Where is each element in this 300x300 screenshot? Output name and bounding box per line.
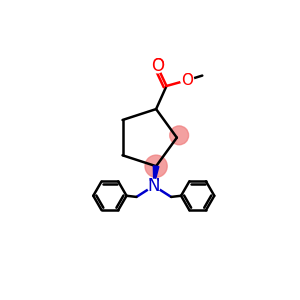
Circle shape xyxy=(151,60,164,73)
Text: O: O xyxy=(151,57,164,75)
Circle shape xyxy=(181,74,194,87)
Text: O: O xyxy=(151,57,164,75)
Text: O: O xyxy=(181,73,193,88)
Polygon shape xyxy=(153,166,159,186)
Circle shape xyxy=(145,155,167,177)
Text: N: N xyxy=(148,177,160,195)
Text: N: N xyxy=(148,177,160,195)
Circle shape xyxy=(148,180,160,192)
Text: O: O xyxy=(181,73,193,88)
Circle shape xyxy=(151,60,163,72)
Circle shape xyxy=(170,126,189,145)
Circle shape xyxy=(147,179,160,192)
Circle shape xyxy=(181,74,193,86)
